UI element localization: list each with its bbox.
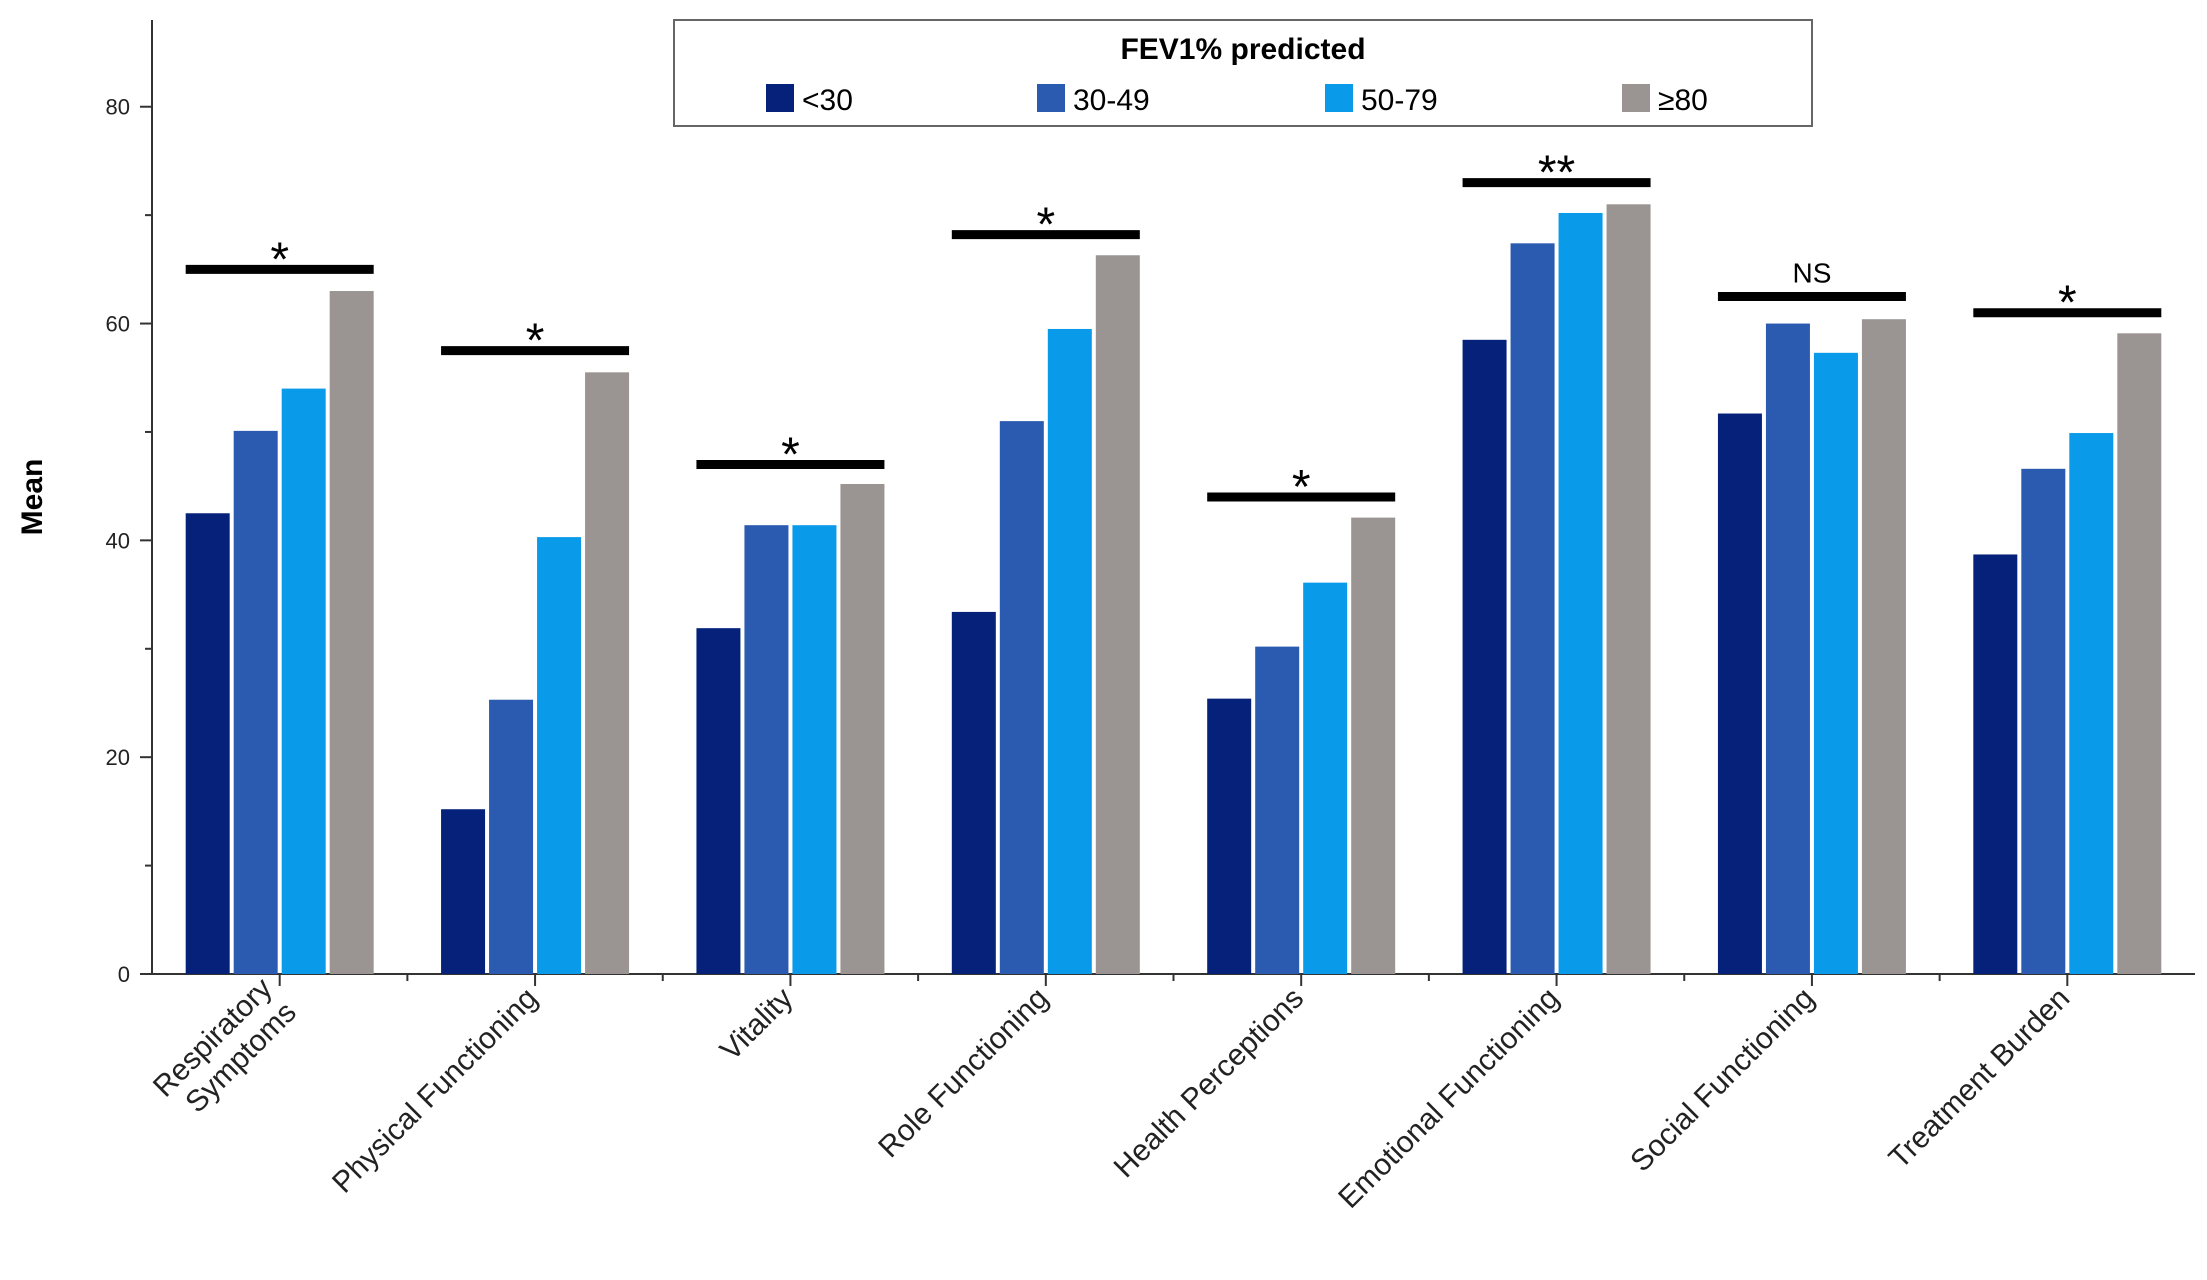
legend-items: <30 30-49 50-79 ≥80: [766, 84, 1708, 117]
x-tick-label-social-functioning: Social Functioning: [1624, 982, 1821, 1179]
bar-role-functioning-series-2: [999, 421, 1044, 974]
legend-title: FEV1% predicted: [1120, 33, 1365, 66]
bar-health-perceptions-series-1: [1207, 698, 1252, 974]
bar-vitality-series-4: [840, 483, 885, 974]
significance-label: **: [1538, 147, 1575, 200]
x-tick-label-line: Social Functioning: [1624, 982, 1821, 1179]
bar-physical-functioning-series-1: [441, 809, 486, 974]
bar-role-functioning-series-1: [951, 611, 996, 974]
x-tick-labels: RespiratorySymptoms Physical Functioning V…: [147, 972, 2076, 1215]
significance-label: *: [2058, 277, 2077, 330]
legend-swatch-3: [1325, 84, 1353, 112]
bar-treatment-burden-series-2: [2021, 468, 2066, 974]
y-tick-label: 0: [118, 962, 130, 987]
legend-label-1: <30: [802, 84, 853, 117]
legend-swatch-4: [1622, 84, 1650, 112]
legend-label-3: 50-79: [1361, 84, 1438, 117]
bar-social-functioning-series-2: [1765, 323, 1810, 975]
y-tick-label: 60: [106, 312, 130, 337]
bar-vitality-series-1: [696, 628, 741, 974]
significance-label: *: [1036, 199, 1055, 252]
x-tick-label-physical-functioning: Physical Functioning: [326, 982, 544, 1200]
bar-emotional-functioning-series-3: [1558, 212, 1603, 974]
bar-role-functioning-series-4: [1095, 255, 1140, 974]
bar-health-perceptions-series-2: [1255, 646, 1300, 974]
bar-health-perceptions-series-3: [1303, 582, 1348, 974]
bar-role-functioning-series-3: [1047, 328, 1092, 974]
y-ticks: 0 20 40 60 80: [106, 95, 152, 987]
bar-treatment-burden-series-3: [2069, 433, 2114, 974]
legend-label-4: ≥80: [1658, 84, 1708, 117]
legend-swatch-2: [1037, 84, 1065, 112]
bars: [185, 204, 2162, 975]
x-tick-label-line: Vitality: [714, 982, 799, 1067]
bar-treatment-burden-series-1: [1973, 554, 2018, 974]
y-tick-label: 40: [106, 528, 130, 553]
y-axis-label: Mean: [16, 459, 49, 536]
bar-emotional-functioning-series-2: [1510, 243, 1555, 974]
x-tick-label-vitality: Vitality: [714, 982, 799, 1067]
bar-vitality-series-2: [744, 525, 789, 974]
bar-treatment-burden-series-4: [2117, 333, 2162, 975]
bar-physical-functioning-series-3: [537, 537, 582, 974]
x-tick-label-role-functioning: Role Functioning: [872, 982, 1055, 1165]
bar-respiratory-symptoms-series-3: [281, 388, 326, 974]
bar-respiratory-symptoms-series-4: [329, 291, 374, 975]
x-tick-label-line: Health Perceptions: [1108, 982, 1311, 1185]
bar-physical-functioning-series-2: [489, 699, 534, 974]
bar-emotional-functioning-series-4: [1606, 204, 1651, 974]
significance-markers: *******NS*: [185, 147, 2162, 514]
bar-social-functioning-series-4: [1861, 319, 1906, 974]
bar-respiratory-symptoms-series-2: [233, 430, 278, 974]
bar-emotional-functioning-series-1: [1462, 339, 1507, 974]
x-tick-label-emotional-functioning: Emotional Functioning: [1332, 982, 1565, 1215]
x-tick-label-respiratory-symptoms: RespiratorySymptoms: [147, 972, 303, 1128]
y-tick-label: 20: [106, 745, 130, 770]
legend-swatch-1: [766, 84, 794, 112]
bar-social-functioning-series-1: [1717, 413, 1762, 974]
x-tick-label-treatment-burden: Treatment Burden: [1883, 982, 2077, 1176]
significance-label: *: [526, 315, 545, 368]
bar-physical-functioning-series-4: [585, 372, 630, 974]
x-tick-label-health-perceptions: Health Perceptions: [1108, 982, 1311, 1185]
significance-label: *: [781, 428, 800, 481]
significance-label: *: [270, 233, 289, 286]
bar-vitality-series-3: [792, 525, 837, 974]
x-tick-label-line: Role Functioning: [872, 982, 1055, 1165]
x-tick-label-line: Treatment Burden: [1883, 982, 2077, 1176]
bar-health-perceptions-series-4: [1351, 517, 1396, 974]
bar-respiratory-symptoms-series-1: [185, 513, 230, 974]
significance-label: NS: [1792, 257, 1831, 288]
x-tick-label-line: Physical Functioning: [326, 982, 544, 1200]
legend: FEV1% predicted <30 30-49 50-79 ≥80: [673, 19, 1813, 127]
legend-label-2: 30-49: [1073, 84, 1150, 117]
bar-social-functioning-series-3: [1813, 352, 1858, 974]
significance-label: *: [1292, 461, 1311, 514]
y-tick-label: 80: [106, 95, 130, 120]
x-tick-label-line: Emotional Functioning: [1332, 982, 1565, 1215]
